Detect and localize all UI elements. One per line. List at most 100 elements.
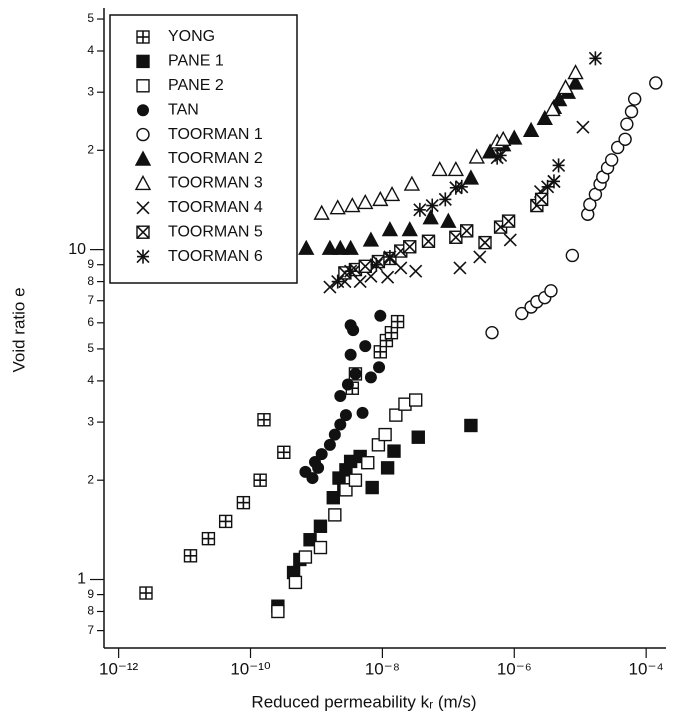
- data-point: [315, 448, 328, 461]
- data-point: [371, 438, 386, 452]
- marker-box: [378, 427, 392, 442]
- data-point: [403, 240, 417, 254]
- plot-area: [139, 51, 663, 619]
- marker-tri: [383, 185, 401, 202]
- marker-tri: [536, 109, 553, 126]
- x-tick-label: 10⁻¹²: [99, 659, 139, 678]
- data-point: [364, 371, 377, 384]
- data-point: [339, 409, 352, 422]
- y-tick-label: 6: [87, 315, 94, 329]
- x-tick-label: 10⁻⁸: [365, 659, 400, 678]
- data-point: [534, 192, 549, 207]
- y-tick-label: 1: [77, 571, 86, 588]
- legend-label: TOORMAN 5: [168, 223, 263, 240]
- marker-line: [547, 174, 561, 188]
- data-point: [401, 221, 418, 237]
- y-tick-label: 2: [87, 142, 94, 156]
- data-point: [381, 270, 395, 284]
- legend-marker: [136, 79, 150, 93]
- data-point: [422, 209, 439, 225]
- marker-box: [313, 519, 328, 533]
- data-point: [342, 239, 359, 255]
- marker-dot: [334, 418, 347, 431]
- data-point: [313, 204, 330, 220]
- data-point: [183, 549, 198, 563]
- data-point: [373, 345, 388, 359]
- marker-line: [535, 192, 549, 206]
- marker-line: [394, 261, 408, 275]
- data-point: [449, 230, 463, 244]
- data-point: [332, 239, 349, 255]
- data-point: [383, 249, 397, 264]
- y-tick-label: 8: [87, 274, 94, 288]
- marker-box: [361, 455, 375, 470]
- marker-dot: [137, 104, 149, 117]
- marker-dot: [627, 92, 642, 106]
- legend-marker: [136, 249, 150, 264]
- marker-line: [552, 158, 566, 172]
- marker-dot: [359, 340, 372, 353]
- marker-box: [328, 508, 342, 522]
- marker-box: [288, 575, 303, 590]
- data-point: [576, 120, 590, 134]
- marker-box: [271, 604, 285, 619]
- data-point: [494, 148, 508, 163]
- marker-tri: [522, 121, 540, 137]
- y-tick-label: 3: [87, 414, 94, 428]
- y-tick-label: 9: [87, 257, 94, 271]
- marker-dot: [339, 409, 352, 422]
- data-point: [288, 575, 303, 590]
- y-axis-title: Void ratio e: [9, 287, 28, 372]
- data-point: [348, 473, 363, 487]
- x-tick-label: 10⁻⁴: [629, 659, 664, 678]
- marker-dot: [544, 284, 558, 298]
- marker-tri: [567, 74, 584, 90]
- data-point: [361, 455, 375, 470]
- data-point: [390, 314, 405, 329]
- data-point: [358, 259, 372, 274]
- marker-tri: [362, 231, 380, 247]
- marker-line: [455, 180, 469, 194]
- data-point: [627, 92, 642, 106]
- marker-box: [389, 408, 403, 422]
- legend-label: TAN: [168, 101, 199, 118]
- marker-dot: [356, 406, 369, 419]
- marker-box: [411, 430, 425, 444]
- legend-label: TOORMAN 3: [168, 175, 263, 192]
- data-point: [326, 491, 340, 505]
- data-point: [588, 51, 602, 66]
- legend-marker: [134, 174, 152, 191]
- marker-tri: [372, 190, 389, 207]
- data-point: [344, 264, 358, 279]
- marker-line: [478, 236, 492, 250]
- marker-dot: [374, 309, 387, 322]
- legend-label: TOORMAN 2: [168, 150, 263, 167]
- data-point: [313, 519, 328, 533]
- data-point: [312, 461, 325, 474]
- marker-dot: [624, 104, 639, 119]
- marker-dot: [349, 367, 362, 380]
- data-point: [515, 306, 529, 321]
- data-point: [277, 445, 291, 460]
- data-point: [394, 261, 408, 275]
- data-point: [447, 160, 465, 177]
- marker-tri: [313, 204, 330, 220]
- marker-box: [298, 550, 313, 564]
- data-point: [411, 430, 425, 444]
- data-point: [506, 129, 523, 145]
- data-point: [380, 461, 395, 475]
- marker-dot: [485, 325, 499, 340]
- data-point: [383, 185, 401, 202]
- marker-box: [371, 438, 386, 452]
- data-point: [329, 199, 346, 215]
- data-point: [501, 214, 516, 228]
- marker-dot: [373, 361, 386, 374]
- marker-tri: [381, 221, 399, 237]
- marker-tri: [321, 239, 339, 255]
- marker-tri: [422, 209, 439, 225]
- marker-box: [313, 540, 328, 555]
- legend-marker: [136, 225, 150, 239]
- data-point: [321, 239, 339, 255]
- data-point: [328, 428, 341, 441]
